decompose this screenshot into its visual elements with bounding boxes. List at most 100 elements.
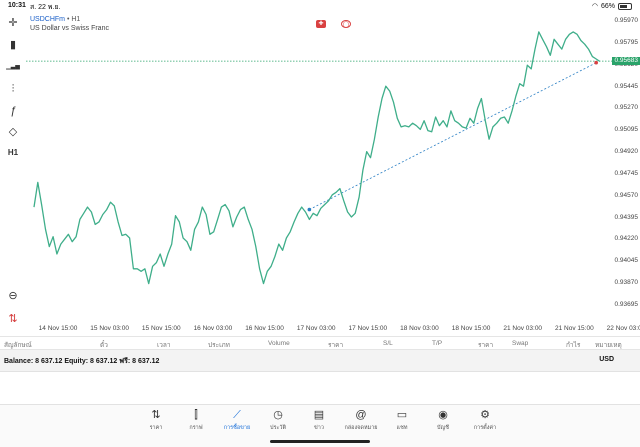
price-tick-label: 0.95270 [614, 104, 639, 112]
bottom-navigation: ⇅ ราคา ⫿ กราฟ ⟋ การซื้อขาย ◷ ประวัติ ▤ ข… [0, 404, 640, 447]
time-tick-label: 15 Nov 15:00 [141, 325, 181, 332]
mailbox-icon: @ [355, 409, 367, 421]
chart-toolbar: ✛ ▮ ▁▃▅ ⫶ ƒ ◇ H1 ⊖ ⇅ [0, 12, 26, 332]
status-right: ◠ 66% [592, 2, 632, 10]
price-series-line [33, 31, 601, 285]
account-currency: USD [599, 356, 614, 363]
col-symbol[interactable]: สัญลักษณ์ [4, 342, 32, 349]
battery-icon [618, 2, 632, 10]
price-tick-label: 0.94395 [614, 213, 639, 221]
news-icon: ▤ [313, 409, 325, 421]
function-icon[interactable]: ƒ [9, 105, 17, 117]
wifi-icon: ◠ [591, 3, 598, 10]
price-tick-label: 0.93695 [614, 301, 639, 308]
home-indicator [270, 440, 370, 443]
symbol-name: USDCHFm [30, 16, 65, 23]
price-tick-label: 0.93870 [614, 279, 639, 287]
time-tick-label: 14 Nov 15:00 [38, 325, 78, 332]
symbol-description: US Dollar vs Swiss Franc [30, 25, 109, 32]
objects-icon[interactable]: ◇ [8, 126, 18, 138]
price-tick-label: 0.95795 [614, 38, 639, 46]
settings-icon: ⚙ [480, 409, 490, 421]
trend-start-point[interactable] [307, 207, 312, 212]
accounts-icon: ◉ [438, 409, 448, 421]
price-tick-label: 0.95445 [614, 82, 639, 90]
price-chart[interactable] [26, 12, 612, 322]
zoom-icon[interactable]: ⊖ [8, 290, 18, 302]
battery-fill [620, 4, 627, 8]
nav-news[interactable]: ▤ ข่าว [299, 409, 339, 432]
nav-mailbox[interactable]: @ กล่องจดหมาย [341, 409, 381, 432]
price-tick-label: 0.94920 [614, 148, 639, 156]
time-tick-label: 21 Nov 15:00 [555, 325, 594, 332]
nav-settings[interactable]: ⚙ การตั้งค่า [465, 409, 505, 432]
history-icon: ◷ [273, 409, 283, 421]
swiss-flag-icon: ◯ [341, 20, 351, 28]
nav-quotes[interactable]: ⇅ ราคา [136, 409, 176, 432]
nav-label: บัญชี [437, 425, 449, 431]
chat-icon: ▭ [396, 409, 408, 421]
nav-chart[interactable]: ⫿ กราฟ [176, 409, 216, 432]
time-tick-label: 18 Nov 03:00 [400, 325, 439, 332]
trade-table-header: สัญลักษณ์ ตั๋ว เวลา ประเภท Volume ราคา S… [0, 336, 640, 350]
date: ส. 22 พ.ย. [30, 4, 61, 11]
col-tp[interactable]: T/P [432, 340, 443, 347]
nav-label: ราคา [149, 425, 163, 431]
time-tick-label: 15 Nov 03:00 [90, 325, 129, 332]
nav-history[interactable]: ◷ ประวัติ [258, 409, 298, 432]
timeframe-button[interactable]: H1 [7, 148, 19, 157]
col-swap[interactable]: Swap [512, 340, 529, 347]
us-flag-icon: ✚ [316, 20, 326, 28]
price-tick-label: 0.94220 [614, 235, 639, 243]
nav-label: ข่าว [314, 425, 324, 431]
time-tick-label: 17 Nov 03:00 [296, 325, 336, 332]
trend-end-point[interactable] [594, 60, 598, 65]
col-type[interactable]: ประเภท [208, 342, 230, 349]
col-ticket[interactable]: ตั๋ว [100, 342, 108, 349]
clock: 10:31 [8, 2, 26, 9]
nav-label: กล่องจดหมาย [344, 425, 378, 431]
col-time[interactable]: เวลา [157, 342, 171, 349]
trade-icon: ⟋ [233, 409, 241, 421]
battery-percent: 66% [600, 2, 615, 10]
col-volume[interactable]: Volume [268, 340, 290, 347]
candlestick-icon[interactable]: ▮ [9, 39, 17, 51]
one-click-trading-icon[interactable]: ⇅ [8, 313, 18, 325]
col-profit[interactable]: กำไร [566, 342, 581, 349]
nav-trade[interactable]: ⟋ การซื้อขาย [217, 409, 257, 432]
time-tick-label: 16 Nov 15:00 [245, 325, 284, 332]
col-current-price[interactable]: ราคา [478, 342, 494, 349]
nav-chat[interactable]: ▭ แชท [382, 409, 422, 432]
symbol-timeframe: H1 [71, 16, 81, 23]
crosshair-icon[interactable]: ✛ [8, 17, 18, 29]
balance-equity-text: Balance: 8 637.12 Equity: 8 637.12 ฟรี: … [4, 358, 160, 365]
col-comment[interactable]: หมายเหตุ [595, 342, 622, 349]
nav-label: แชท [396, 425, 408, 431]
trend-line[interactable] [309, 62, 597, 210]
price-tick-label: 0.94045 [614, 257, 639, 265]
status-bar: 10:31 ส. 22 พ.ย. ◠ 66% [0, 0, 640, 12]
time-axis: 14 Nov 15:00 15 Nov 03:00 15 Nov 15:00 16 N… [26, 324, 640, 334]
nav-label: ประวัติ [269, 425, 287, 431]
symbol-header: USDCHFm • H1 [30, 16, 81, 23]
nav-label: การซื้อขาย [223, 425, 251, 431]
bar-chart-icon[interactable]: ▁▃▅ [6, 64, 20, 70]
time-tick-label: 22 Nov 03:00 [606, 325, 640, 332]
time-tick-label: 18 Nov 15:00 [451, 325, 491, 332]
col-price[interactable]: ราคา [328, 342, 344, 349]
nav-accounts[interactable]: ◉ บัญชี [423, 409, 463, 432]
current-price-tag: 0.95683 [612, 57, 640, 66]
price-tick-label: 0.95970 [614, 17, 639, 24]
price-tick-label: 0.94570 [614, 191, 639, 199]
price-tick-label: 0.94745 [614, 169, 639, 177]
account-summary: Balance: 8 637.12 Equity: 8 637.12 ฟรี: … [0, 350, 640, 372]
indicators-icon[interactable]: ⫶ [11, 83, 15, 95]
quotes-icon: ⇅ [151, 409, 161, 421]
nav-label: การตั้งค่า [473, 425, 497, 431]
time-tick-label: 17 Nov 15:00 [348, 325, 388, 332]
time-tick-label: 21 Nov 03:00 [503, 325, 543, 332]
price-tick-label: 0.95095 [614, 126, 639, 134]
nav-label: กราฟ [189, 425, 203, 431]
col-sl[interactable]: S/L [383, 340, 393, 347]
chart-icon: ⫿ [194, 409, 198, 421]
